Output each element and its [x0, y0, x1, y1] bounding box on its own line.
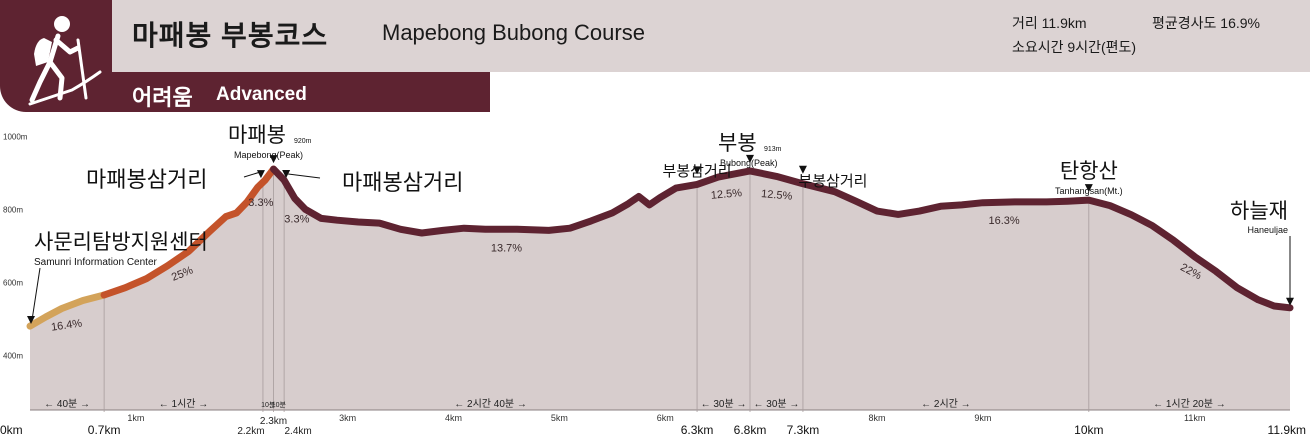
slope-label: 12.5%	[710, 187, 742, 202]
slope-label: 12.5%	[761, 188, 793, 203]
tanhangsan-name-en: Tanhangsan(Mt.)	[1055, 186, 1123, 196]
x-tick-label: 3km	[339, 413, 356, 423]
duration-label: ← 30분 →	[754, 398, 800, 410]
junction-leader	[288, 173, 321, 179]
duration-label: ← 30분 →	[701, 398, 747, 410]
avg-slope-stat: 평균경사도 16.9%	[1152, 15, 1260, 31]
duration-label: ← 1시간 →	[159, 398, 209, 410]
x-tick-label: 4km	[445, 413, 462, 423]
duration-label: ← 2시간 40분 →	[454, 398, 527, 410]
start-leader	[31, 267, 41, 321]
duration-label: 10분	[272, 401, 287, 409]
profile-line-hard	[270, 165, 1294, 312]
x-tick-label: 5km	[551, 413, 568, 423]
junction-marker	[693, 166, 702, 175]
header-band	[0, 0, 1310, 72]
profile-line-easy	[26, 291, 108, 330]
slope-label: 16.3%	[989, 215, 1020, 227]
tanhangsan-marker	[1084, 184, 1093, 193]
mapebong-elevation: 920m	[294, 138, 312, 145]
bubong-elevation: 913m	[764, 146, 782, 153]
duration-label: ← 2시간 →	[921, 398, 971, 410]
profile-line-medium	[100, 165, 277, 299]
mapebong-peak-marker	[269, 155, 278, 164]
slope-label: 13.7%	[491, 242, 522, 254]
x-tick-label-peak: 2.2km	[237, 426, 264, 436]
course-title-ko: 마패봉 부봉코스	[132, 20, 329, 51]
x-tick-label-major: 6.3km	[681, 423, 714, 436]
hiker-icon-box	[0, 0, 112, 112]
end-name-ko: 하늘재	[1230, 200, 1288, 223]
bubong-name-ko: 부봉	[718, 132, 757, 155]
junction-marker	[798, 165, 807, 174]
junction-name-ko: 부봉삼거리	[663, 163, 732, 180]
start-name-en: Samunri Information Center	[34, 257, 158, 268]
slope-label: 16.4%	[50, 317, 83, 333]
duration-label: 10분	[261, 401, 276, 409]
slope-label: 3.3%	[284, 213, 309, 225]
end-marker	[1286, 297, 1294, 306]
difficulty-label-en: Advanced	[216, 84, 307, 105]
junction-marker	[282, 170, 291, 179]
x-tick-label: 1km	[127, 413, 144, 423]
bubong-peak-marker	[746, 154, 754, 163]
junction-leader	[243, 171, 261, 178]
duration-stat: 소요시간 9시간(편도)	[1012, 39, 1137, 55]
start-marker	[27, 316, 35, 325]
junction-name-ko: 마패봉삼거리	[86, 167, 207, 192]
hiker-icon	[28, 16, 102, 106]
tanhangsan-name-ko: 탄항산	[1060, 160, 1118, 183]
x-tick-label-major: 7.3km	[787, 423, 820, 436]
difficulty-label-ko: 어려움	[132, 85, 193, 110]
x-tick-label-major: 10km	[1074, 423, 1103, 436]
bubong-name-en: Bubong(Peak)	[720, 158, 778, 168]
slope-label: 3.3%	[248, 197, 273, 209]
x-tick-label: 8km	[869, 413, 886, 423]
x-tick-label: 11km	[1184, 413, 1205, 423]
mapebong-name-en: Mapebong(Peak)	[234, 150, 303, 160]
junction-name-ko: 마패봉삼거리	[342, 170, 463, 195]
difficulty-band	[112, 72, 490, 112]
duration-label: ← 40분 →	[44, 398, 90, 410]
x-tick-label-major: 11.9km	[1268, 423, 1306, 436]
end-name-en: Haneuljae	[1247, 225, 1288, 235]
start-name-ko: 사문리탐방지원센터	[34, 231, 208, 254]
distance-stat: 거리 11.9km	[1012, 15, 1087, 31]
course-title-en: Mapebong Bubong Course	[382, 20, 645, 45]
x-tick-label-major: 0.7km	[88, 423, 121, 436]
x-tick-label-peak: 2.3km	[260, 416, 287, 427]
junction-marker	[256, 170, 265, 179]
x-tick-label: 9km	[974, 413, 991, 423]
duration-label: ← 1시간 20분 →	[1153, 398, 1226, 410]
y-tick-label: 1000m	[3, 132, 28, 141]
junction-name-ko: 부봉삼거리	[798, 173, 867, 190]
x-tick-label-major: 6.8km	[734, 423, 767, 436]
mapebong-name-ko: 마패봉	[228, 124, 286, 147]
x-tick-label-peak: 2.4km	[285, 426, 312, 436]
y-tick-label: 400m	[3, 351, 23, 360]
elevation-area	[30, 169, 1290, 410]
y-tick-label: 600m	[3, 278, 23, 287]
y-tick-label: 800m	[3, 205, 23, 214]
x-tick-label-major: 0km	[0, 423, 23, 436]
x-tick-label: 6km	[657, 413, 674, 423]
